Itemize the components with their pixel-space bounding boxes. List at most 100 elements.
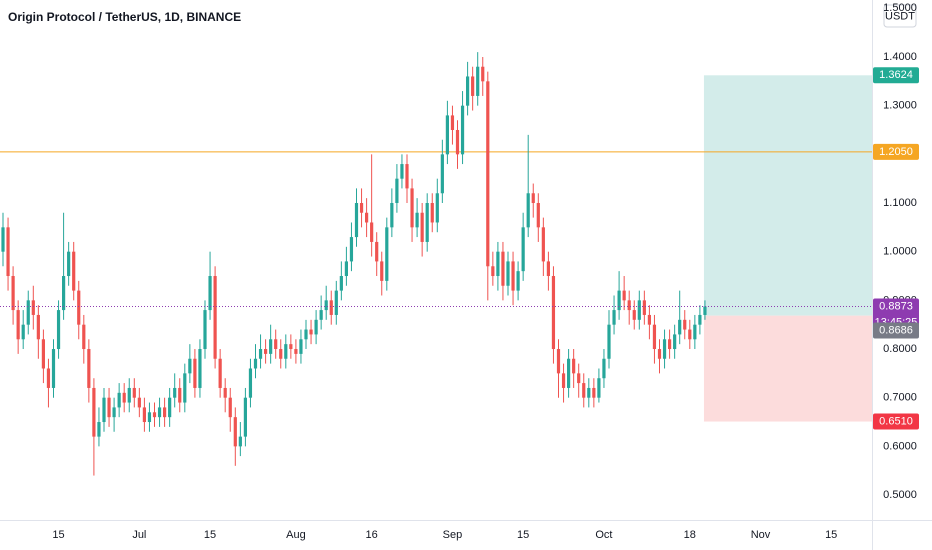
candle-body: [233, 417, 237, 447]
candle-body: [339, 276, 343, 291]
candle-body: [703, 306, 707, 315]
entry-label: 0.8686: [879, 324, 913, 336]
currency-label[interactable]: USDT: [885, 10, 915, 22]
last-price-label: 0.8873: [879, 300, 913, 312]
candle-body: [683, 319, 687, 330]
candle-body: [349, 237, 354, 262]
plot-area: [0, 52, 872, 476]
candle-body: [647, 314, 651, 325]
candle-body: [481, 66, 485, 82]
candle-body: [617, 290, 621, 311]
target-badge: [873, 67, 919, 84]
candle-body: [632, 310, 636, 320]
candle-body: [526, 193, 530, 228]
candle-body: [455, 130, 460, 155]
candle-body: [127, 387, 131, 403]
candle-body: [673, 334, 677, 350]
candle-body: [597, 378, 601, 398]
x-tick-label: 18: [684, 529, 696, 541]
candle-body: [496, 251, 500, 277]
candle-body: [698, 314, 702, 325]
candle-body: [173, 387, 177, 398]
candle-body: [440, 154, 444, 194]
candle-body: [395, 178, 399, 204]
candle-body: [31, 300, 35, 315]
profit-zone: [703, 75, 872, 316]
candle-body: [536, 203, 540, 228]
candle-body: [157, 407, 162, 418]
candle-body: [253, 358, 258, 369]
candle-body: [228, 397, 232, 418]
candle-body: [132, 387, 136, 398]
candle-body: [375, 241, 379, 262]
candle-body: [304, 329, 308, 340]
candle-body: [223, 387, 227, 398]
candle-body: [51, 349, 56, 388]
candle-body: [491, 266, 495, 277]
x-tick-label: 16: [366, 529, 378, 541]
candle-body: [607, 324, 611, 359]
y-tick-label: 1.3000: [883, 100, 917, 112]
x-tick-label: 15: [825, 529, 837, 541]
candle-body: [380, 261, 384, 281]
entry-badge: [873, 322, 919, 339]
candle-body: [430, 203, 434, 223]
x-tick-label: Nov: [751, 529, 771, 541]
candle-body: [183, 373, 187, 403]
candle-body: [87, 349, 91, 388]
candle-body: [627, 300, 631, 311]
candle-body: [344, 261, 348, 277]
x-tick-label: Oct: [595, 529, 612, 541]
candle-body: [279, 349, 283, 359]
candle-body: [107, 397, 111, 418]
candle-body: [314, 319, 318, 335]
candle-body: [41, 339, 45, 369]
candle-body: [319, 310, 323, 320]
candle-body: [26, 300, 30, 325]
x-tick-label: Aug: [286, 529, 306, 541]
candle-body: [516, 271, 520, 291]
candle-body: [243, 397, 247, 437]
candle-body: [289, 344, 293, 350]
candle-body: [309, 329, 313, 335]
candle-body: [460, 105, 465, 155]
candle-body: [77, 290, 81, 325]
candle-body: [152, 412, 157, 418]
candle-body: [385, 227, 389, 281]
candle-body: [36, 314, 40, 340]
candle-body: [324, 300, 328, 311]
candle-body: [546, 261, 550, 277]
candle-body: [97, 422, 101, 437]
candle-body: [112, 407, 116, 418]
candle-body: [56, 310, 61, 350]
candle-body: [163, 407, 167, 418]
candle-body: [420, 212, 424, 242]
candle-body: [21, 324, 25, 340]
candle-body: [102, 397, 106, 423]
candle-body: [1, 227, 5, 252]
candle-body: [67, 251, 71, 277]
candle-body: [365, 212, 369, 223]
candle-body: [582, 383, 586, 398]
candle-body: [122, 392, 126, 403]
candle-body: [587, 387, 591, 398]
candle-body: [284, 344, 288, 359]
stop-badge: [873, 413, 919, 430]
y-tick-label: 0.5000: [883, 489, 917, 501]
candle-body: [668, 339, 672, 350]
candle-body: [269, 339, 273, 354]
candle-body: [572, 358, 576, 374]
currency-box[interactable]: [883, 4, 917, 28]
candle-body: [274, 339, 278, 350]
y-tick-label: 1.1000: [883, 197, 917, 209]
candle-body: [592, 387, 596, 398]
candle-body: [466, 76, 470, 106]
x-tick-label: Jul: [132, 529, 146, 541]
candle-body: [521, 227, 525, 272]
candle-body: [193, 358, 197, 388]
horizontal-line-badge: [873, 143, 919, 160]
candle-body: [354, 203, 359, 238]
candle-body: [299, 339, 303, 354]
y-tick-label: 0.6000: [883, 440, 917, 452]
candle-body: [450, 115, 455, 130]
